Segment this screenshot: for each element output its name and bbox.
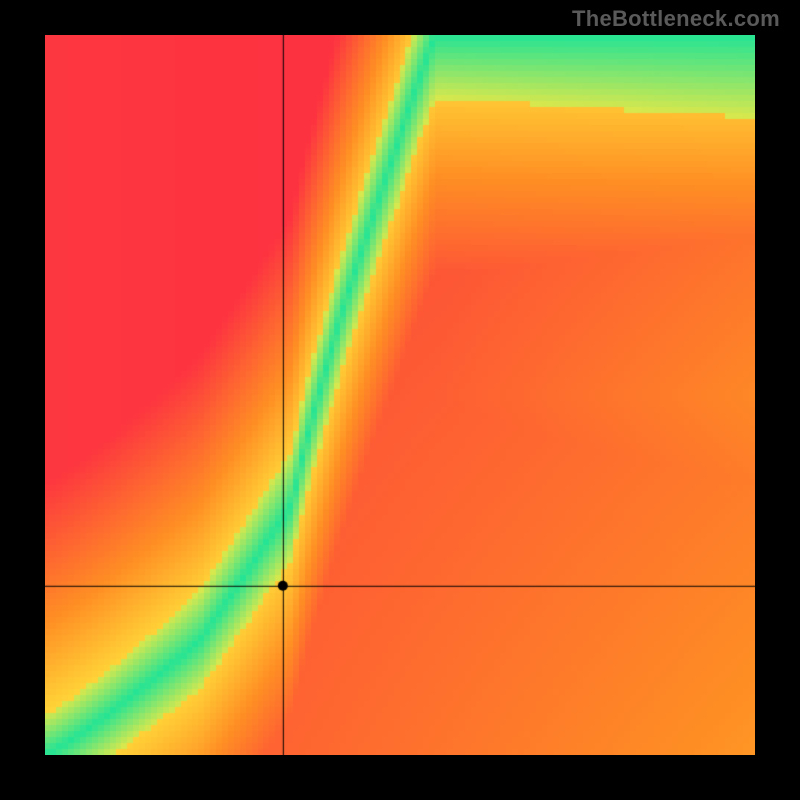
watermark-text: TheBottleneck.com xyxy=(572,6,780,32)
chart-container: TheBottleneck.com xyxy=(0,0,800,800)
bottleneck-heatmap xyxy=(45,35,755,755)
